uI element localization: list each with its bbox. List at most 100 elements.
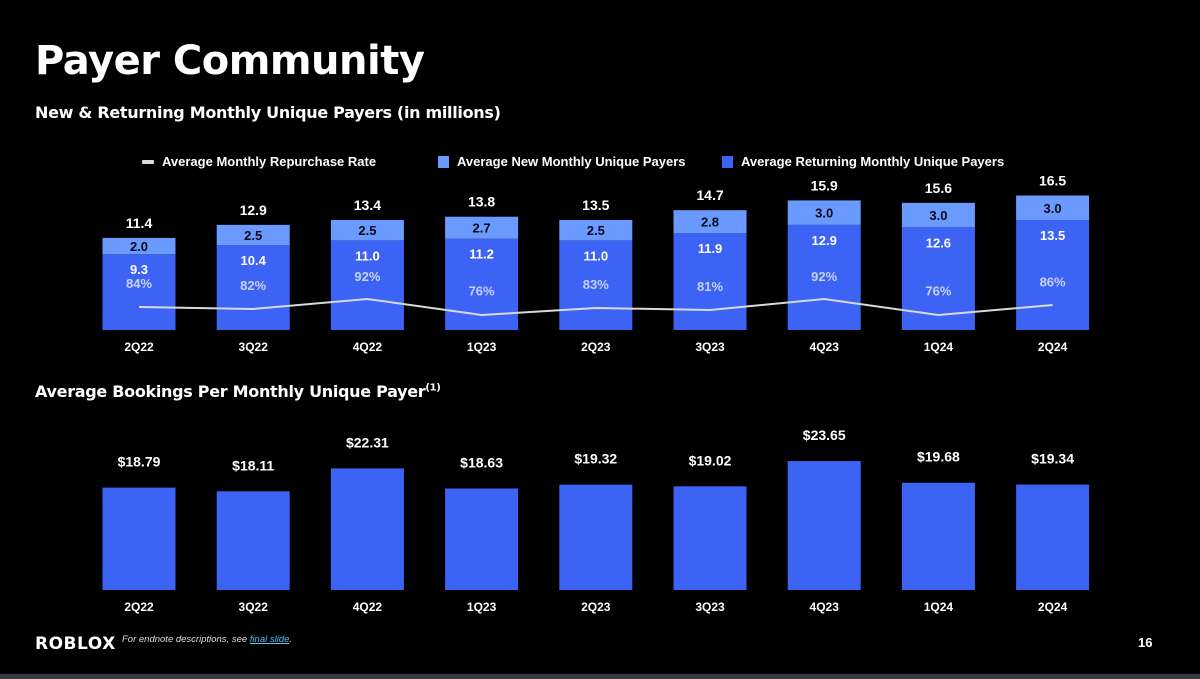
bookings-bar — [445, 488, 519, 590]
total-payers-label: 15.6 — [925, 180, 952, 196]
bookings-value-label: $18.11 — [232, 457, 274, 473]
returning-payers-bar — [102, 254, 176, 330]
x-tick-label: 3Q22 — [239, 600, 269, 614]
x-tick-label: 4Q23 — [810, 600, 840, 614]
bookings-value-label: $19.02 — [689, 452, 732, 468]
bookings-bar — [901, 482, 975, 590]
bookings-value-label: $23.65 — [803, 427, 846, 443]
x-tick-label: 3Q23 — [695, 600, 725, 614]
new-payers-label: 3.0 — [929, 208, 947, 223]
new-swatch-icon — [438, 155, 449, 168]
new-payers-label: 2.5 — [358, 223, 376, 238]
legend-label: Average Returning Monthly Unique Payers — [741, 154, 1005, 169]
returning-payers-label: 13.5 — [1040, 228, 1065, 243]
returning-payers-label: 12.6 — [926, 235, 951, 250]
new-payers-label: 2.5 — [587, 223, 605, 238]
endnote-ref: (1) — [425, 382, 441, 394]
returning-payers-bar — [673, 233, 747, 330]
legend-label: Average New Monthly Unique Payers — [457, 154, 686, 169]
returning-payers-bar — [216, 245, 290, 330]
x-tick-label: 2Q23 — [581, 340, 611, 354]
legend-label: Average Monthly Repurchase Rate — [162, 154, 377, 169]
bookings-value-label: $19.34 — [1031, 451, 1074, 467]
new-payers-label: 3.0 — [1044, 201, 1062, 216]
x-tick-label: 2Q23 — [581, 600, 611, 614]
x-tick-label: 1Q23 — [467, 600, 497, 614]
repurchase-rate-label: 81% — [697, 279, 723, 294]
bookings-value-label: $19.32 — [574, 451, 617, 467]
x-tick-label: 3Q22 — [239, 340, 269, 354]
new-payers-label: 2.5 — [244, 228, 262, 243]
x-tick-label: 2Q24 — [1038, 600, 1068, 614]
new-payers-bar — [1016, 195, 1090, 220]
legend-item-returning-payers: Average Returning Monthly Unique Payers — [722, 154, 1004, 169]
total-payers-label: 14.7 — [696, 187, 723, 203]
total-payers-label: 11.4 — [126, 215, 153, 231]
new-payers-bar — [330, 219, 404, 241]
payers-chart-title: New & Returning Monthly Unique Payers (i… — [35, 103, 501, 122]
new-payers-bar — [216, 224, 290, 246]
returning-payers-label: 12.9 — [812, 233, 837, 248]
repurchase-rate-label: 82% — [240, 278, 266, 293]
total-payers-label: 16.5 — [1039, 173, 1066, 189]
new-payers-bar — [673, 210, 747, 234]
final-slide-link[interactable]: final slide — [249, 634, 290, 645]
repurchase-rate-label: 76% — [925, 283, 951, 298]
new-payers-label: 3.0 — [815, 206, 833, 221]
bookings-title-text: Average Bookings Per Monthly Unique Paye… — [35, 382, 426, 401]
total-payers-label: 13.4 — [354, 197, 381, 213]
bookings-bar — [216, 491, 290, 590]
returning-payers-bar — [559, 240, 633, 330]
x-tick-label: 2Q24 — [1038, 340, 1068, 354]
returning-payers-label: 11.0 — [584, 248, 609, 263]
bookings-bar — [787, 461, 861, 590]
bookings-value-label: $18.63 — [460, 454, 503, 470]
x-tick-label: 1Q23 — [467, 340, 497, 354]
x-tick-label: 2Q22 — [124, 340, 154, 354]
bookings-bar — [102, 487, 176, 590]
x-tick-label: 4Q22 — [353, 600, 383, 614]
new-payers-bar — [445, 216, 519, 239]
payers-legend: Average Monthly Repurchase Rate Average … — [0, 154, 1200, 172]
legend-item-new-payers: Average New Monthly Unique Payers — [438, 154, 686, 169]
returning-payers-bar — [330, 240, 404, 330]
new-payers-label: 2.0 — [130, 239, 148, 254]
repurchase-rate-label: 92% — [811, 269, 837, 284]
repurchase-rate-label: 83% — [583, 277, 609, 292]
returning-swatch-icon — [722, 155, 733, 168]
returning-payers-label: 10.4 — [241, 253, 267, 268]
returning-payers-bar — [1016, 219, 1090, 330]
endnote-text: For endnote descriptions, see final slid… — [122, 634, 292, 645]
repurchase-rate-label: 76% — [469, 283, 495, 298]
returning-payers-bar — [787, 224, 861, 330]
repurchase-rate-label: 92% — [354, 269, 380, 284]
x-tick-label: 3Q23 — [695, 340, 725, 354]
x-tick-label: 2Q22 — [124, 600, 154, 614]
bookings-value-label: $19.68 — [917, 449, 960, 465]
total-payers-label: 12.9 — [240, 202, 267, 218]
returning-payers-label: 11.2 — [469, 247, 494, 262]
returning-payers-label: 11.0 — [355, 248, 380, 263]
returning-payers-label: 11.9 — [698, 241, 723, 256]
x-tick-label: 4Q23 — [810, 340, 840, 354]
x-tick-label: 1Q24 — [924, 600, 954, 614]
repurchase-rate-line — [138, 297, 1053, 317]
bookings-value-label: $22.31 — [346, 434, 389, 450]
new-payers-bar — [559, 219, 633, 241]
legend-item-repurchase-rate: Average Monthly Repurchase Rate — [142, 154, 376, 169]
bookings-bar — [1016, 484, 1090, 590]
total-payers-label: 15.9 — [811, 177, 838, 193]
page-number: 16 — [1138, 635, 1153, 650]
window-bottom-edge — [0, 674, 1200, 679]
roblox-logo: ROBLOX — [35, 634, 116, 654]
endnote-prefix: For endnote descriptions, see — [122, 634, 250, 645]
x-tick-label: 4Q22 — [353, 340, 383, 354]
new-payers-bar — [102, 237, 176, 255]
repurchase-rate-label: 84% — [126, 276, 152, 291]
line-swatch-icon — [142, 159, 154, 164]
bookings-bar — [673, 486, 747, 590]
returning-payers-label: 9.3 — [130, 262, 148, 277]
bookings-bar — [330, 468, 404, 590]
total-payers-label: 13.5 — [582, 197, 609, 213]
